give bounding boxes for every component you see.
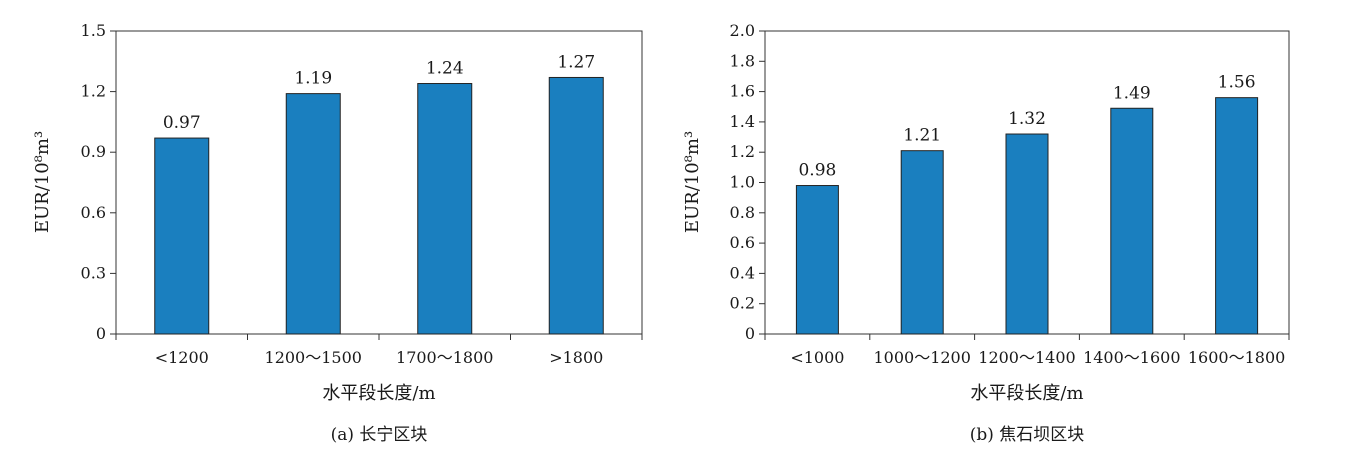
bar [1110, 107, 1154, 335]
x-tick-label: <1000 [790, 348, 844, 367]
bar [285, 93, 341, 335]
x-tick-label: >1800 [549, 348, 603, 367]
y-tick-label: 1.0 [730, 173, 755, 192]
chart-b-y-axis-label: EUR/10⁸m³ [682, 131, 703, 233]
y-tick-label: 0.4 [730, 263, 755, 282]
y-tick-label: 0.8 [730, 203, 755, 222]
chart-b-caption: (b) 焦石坝区块 [970, 425, 1085, 445]
y-tick-label: 2.0 [730, 21, 755, 40]
bar-value-label: 1.24 [426, 59, 464, 79]
chart-a-x-axis-label: 水平段长度/m [322, 383, 435, 404]
bar [795, 185, 839, 335]
chart-a-x-axis: <1200 1200～1500 1700～1800 >1800 [115, 334, 643, 367]
bar-value-label: 1.32 [1008, 109, 1046, 129]
y-tick-label: 1.8 [730, 51, 755, 70]
chart-b-y-axis: 0 0.2 0.4 0.6 0.8 1.0 1.2 1.4 1.6 1.8 2.0 [730, 21, 765, 343]
chart-a-y-axis-label: EUR/10⁸m³ [32, 131, 53, 233]
bar-value-label: 0.97 [163, 113, 201, 133]
chart-a-caption: (a) 长宁区块 [331, 425, 428, 445]
chart-b-bars: 0.98 1.21 1.32 1.49 1.56 [795, 73, 1259, 335]
y-tick-label: 0.3 [81, 263, 106, 282]
chart-a-bars: 0.97 1.19 1.24 1.27 [154, 52, 604, 335]
y-tick-label: 0.9 [81, 142, 106, 161]
chart-a-y-axis: 0 0.3 0.6 0.9 1.2 1.5 [81, 21, 116, 343]
chart-b-x-axis-label: 水平段长度/m [970, 383, 1083, 404]
x-tick-label: 1000～1200 [873, 348, 970, 367]
y-tick-label: 1.6 [730, 82, 755, 101]
chart-a: 0 0.3 0.6 0.9 1.2 1.5 0.97 1.19 1.24 1.27 <1200 1… [32, 21, 643, 445]
chart-b: 0 0.2 0.4 0.6 0.8 1.0 1.2 1.4 1.6 1.8 2.0 0.98 1.21… [682, 21, 1290, 445]
x-tick-label: 1700～1800 [396, 348, 493, 367]
bar-value-label: 1.27 [557, 52, 595, 72]
bar [548, 76, 604, 335]
chart-b-x-axis: <1000 1000～1200 1200～1400 1400～1600 1600～180… [764, 334, 1290, 367]
bar [1215, 97, 1259, 335]
bar [1005, 133, 1049, 335]
y-tick-label: 0.2 [730, 294, 755, 313]
y-tick-label: 0 [745, 324, 755, 343]
bar-value-label: 1.19 [294, 69, 332, 89]
bar-value-label: 1.56 [1218, 73, 1256, 93]
bar [417, 83, 473, 335]
bar-value-label: 1.21 [903, 126, 941, 146]
y-tick-label: 1.2 [81, 82, 106, 101]
y-tick-label: 0.6 [81, 203, 106, 222]
bar-value-label: 1.49 [1113, 83, 1151, 103]
bar [900, 150, 944, 335]
y-tick-label: 0.6 [730, 233, 755, 252]
x-tick-label: 1400～1600 [1083, 348, 1180, 367]
x-tick-label: 1600～1800 [1188, 348, 1285, 367]
bar-value-label: 0.98 [798, 161, 836, 181]
y-tick-label: 1.2 [730, 142, 755, 161]
x-tick-label: 1200～1500 [265, 348, 362, 367]
y-tick-label: 1.4 [730, 112, 755, 131]
y-tick-label: 0 [96, 324, 106, 343]
x-tick-label: 1200～1400 [978, 348, 1075, 367]
x-tick-label: <1200 [155, 348, 209, 367]
y-tick-label: 1.5 [81, 21, 106, 40]
bar [154, 137, 210, 335]
